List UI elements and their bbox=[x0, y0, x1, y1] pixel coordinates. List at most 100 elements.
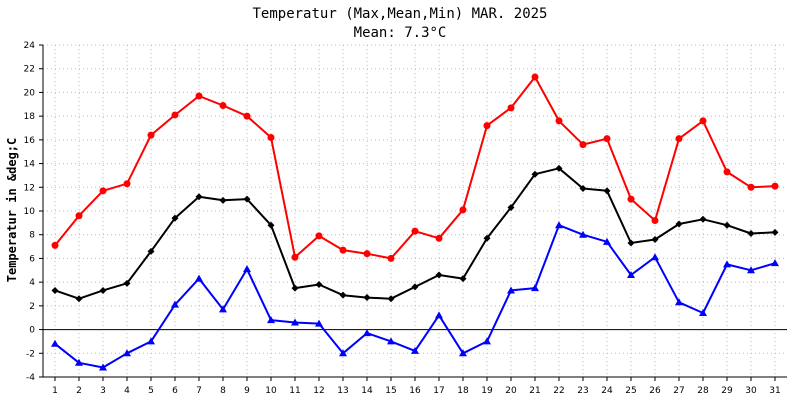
data-point-max bbox=[243, 112, 251, 120]
data-point-max bbox=[75, 212, 83, 220]
data-point-mean bbox=[195, 193, 203, 201]
data-point-mean bbox=[531, 170, 539, 178]
data-point-min bbox=[291, 318, 299, 326]
y-tick-label: -4 bbox=[26, 373, 35, 383]
data-point-min bbox=[603, 237, 611, 245]
data-point-max bbox=[723, 168, 731, 176]
data-point-mean bbox=[579, 184, 587, 192]
data-point-max bbox=[507, 104, 515, 112]
data-point-min bbox=[195, 274, 203, 282]
x-tick-label: 25 bbox=[625, 386, 636, 396]
data-point-mean bbox=[267, 221, 275, 229]
data-point-mean bbox=[747, 230, 755, 238]
data-point-min bbox=[267, 316, 275, 324]
data-point-mean bbox=[219, 196, 227, 204]
x-tick-label: 15 bbox=[385, 386, 396, 396]
y-tick-label: 6 bbox=[29, 254, 35, 264]
x-tick-label: 30 bbox=[745, 386, 757, 396]
data-point-max bbox=[675, 135, 683, 143]
x-tick-label: 21 bbox=[529, 386, 540, 396]
data-point-min bbox=[747, 266, 755, 274]
data-point-min bbox=[219, 305, 227, 313]
data-point-mean bbox=[507, 203, 515, 211]
data-point-min bbox=[699, 308, 707, 316]
x-tick-label: 13 bbox=[337, 386, 348, 396]
x-tick-label: 22 bbox=[553, 386, 564, 396]
data-point-max bbox=[123, 180, 131, 188]
x-tick-label: 4 bbox=[124, 386, 130, 396]
x-tick-label: 10 bbox=[265, 386, 277, 396]
data-point-min bbox=[363, 329, 371, 337]
data-point-max bbox=[387, 254, 395, 262]
data-point-max bbox=[267, 133, 275, 141]
data-point-min bbox=[123, 349, 131, 357]
x-tick-label: 16 bbox=[409, 386, 421, 396]
data-point-mean bbox=[51, 286, 59, 294]
grid-lines bbox=[43, 44, 787, 378]
data-point-max bbox=[195, 92, 203, 100]
y-tick-label: 20 bbox=[24, 88, 36, 98]
data-point-min bbox=[243, 265, 251, 273]
y-tick-label: 10 bbox=[24, 207, 36, 217]
data-point-min bbox=[387, 337, 395, 345]
data-point-mean bbox=[435, 271, 443, 279]
data-point-max bbox=[771, 182, 779, 190]
y-tick-label: 0 bbox=[29, 326, 35, 336]
x-tick-label: 3 bbox=[100, 386, 106, 396]
data-point-min bbox=[555, 221, 563, 229]
x-tick-label: 23 bbox=[577, 386, 588, 396]
data-point-min bbox=[507, 286, 515, 294]
data-point-max bbox=[579, 141, 587, 149]
x-tick-label: 26 bbox=[649, 386, 661, 396]
data-point-max bbox=[363, 250, 371, 258]
series-mean bbox=[51, 164, 779, 303]
data-point-min bbox=[723, 260, 731, 268]
x-tick-label: 7 bbox=[196, 386, 202, 396]
data-point-max bbox=[411, 227, 419, 235]
series-min bbox=[51, 221, 779, 371]
x-tick-label: 24 bbox=[601, 386, 613, 396]
data-point-max bbox=[459, 206, 467, 214]
x-tick-label: 6 bbox=[172, 386, 178, 396]
data-point-max bbox=[51, 241, 59, 249]
data-point-max bbox=[291, 253, 299, 261]
data-point-mean bbox=[627, 239, 635, 247]
data-point-min bbox=[171, 300, 179, 308]
data-point-min bbox=[411, 346, 419, 354]
chart-title: Temperatur (Max,Mean,Min) MAR. 2025 bbox=[252, 6, 547, 22]
data-point-mean bbox=[291, 284, 299, 292]
data-point-mean bbox=[603, 187, 611, 195]
data-point-mean bbox=[99, 286, 107, 294]
y-tick-label: 2 bbox=[29, 302, 35, 312]
data-point-max bbox=[99, 187, 107, 195]
data-point-mean bbox=[243, 195, 251, 203]
data-point-max bbox=[555, 117, 563, 125]
data-point-mean bbox=[675, 220, 683, 228]
data-point-max bbox=[699, 117, 707, 125]
data-point-max bbox=[747, 183, 755, 191]
y-tick-label: 18 bbox=[24, 112, 36, 122]
x-tick-label: 27 bbox=[673, 386, 684, 396]
series-max bbox=[51, 73, 779, 262]
data-point-min bbox=[315, 319, 323, 327]
x-tick-label: 18 bbox=[457, 386, 469, 396]
data-point-max bbox=[435, 234, 443, 242]
data-point-max bbox=[315, 232, 323, 240]
y-tick-label: 14 bbox=[24, 160, 36, 170]
data-point-min bbox=[531, 284, 539, 292]
data-point-mean bbox=[771, 228, 779, 236]
y-tick-label: -2 bbox=[26, 349, 35, 359]
data-point-mean bbox=[459, 275, 467, 283]
data-point-mean bbox=[315, 281, 323, 289]
data-point-mean bbox=[411, 283, 419, 291]
data-point-mean bbox=[723, 221, 731, 229]
y-tick-label: 4 bbox=[29, 278, 35, 288]
data-point-mean bbox=[483, 234, 491, 242]
x-tick-label: 31 bbox=[769, 386, 780, 396]
data-point-min bbox=[75, 358, 83, 366]
data-point-mean bbox=[123, 279, 131, 287]
axes bbox=[39, 44, 787, 381]
y-tick-label: 24 bbox=[24, 41, 36, 51]
x-tick-labels: 1 2 3 4 5 6 7 8 9 10 11 12 13 14 15 16 17 18 19 20 21 22 23 24 2… bbox=[52, 386, 781, 396]
